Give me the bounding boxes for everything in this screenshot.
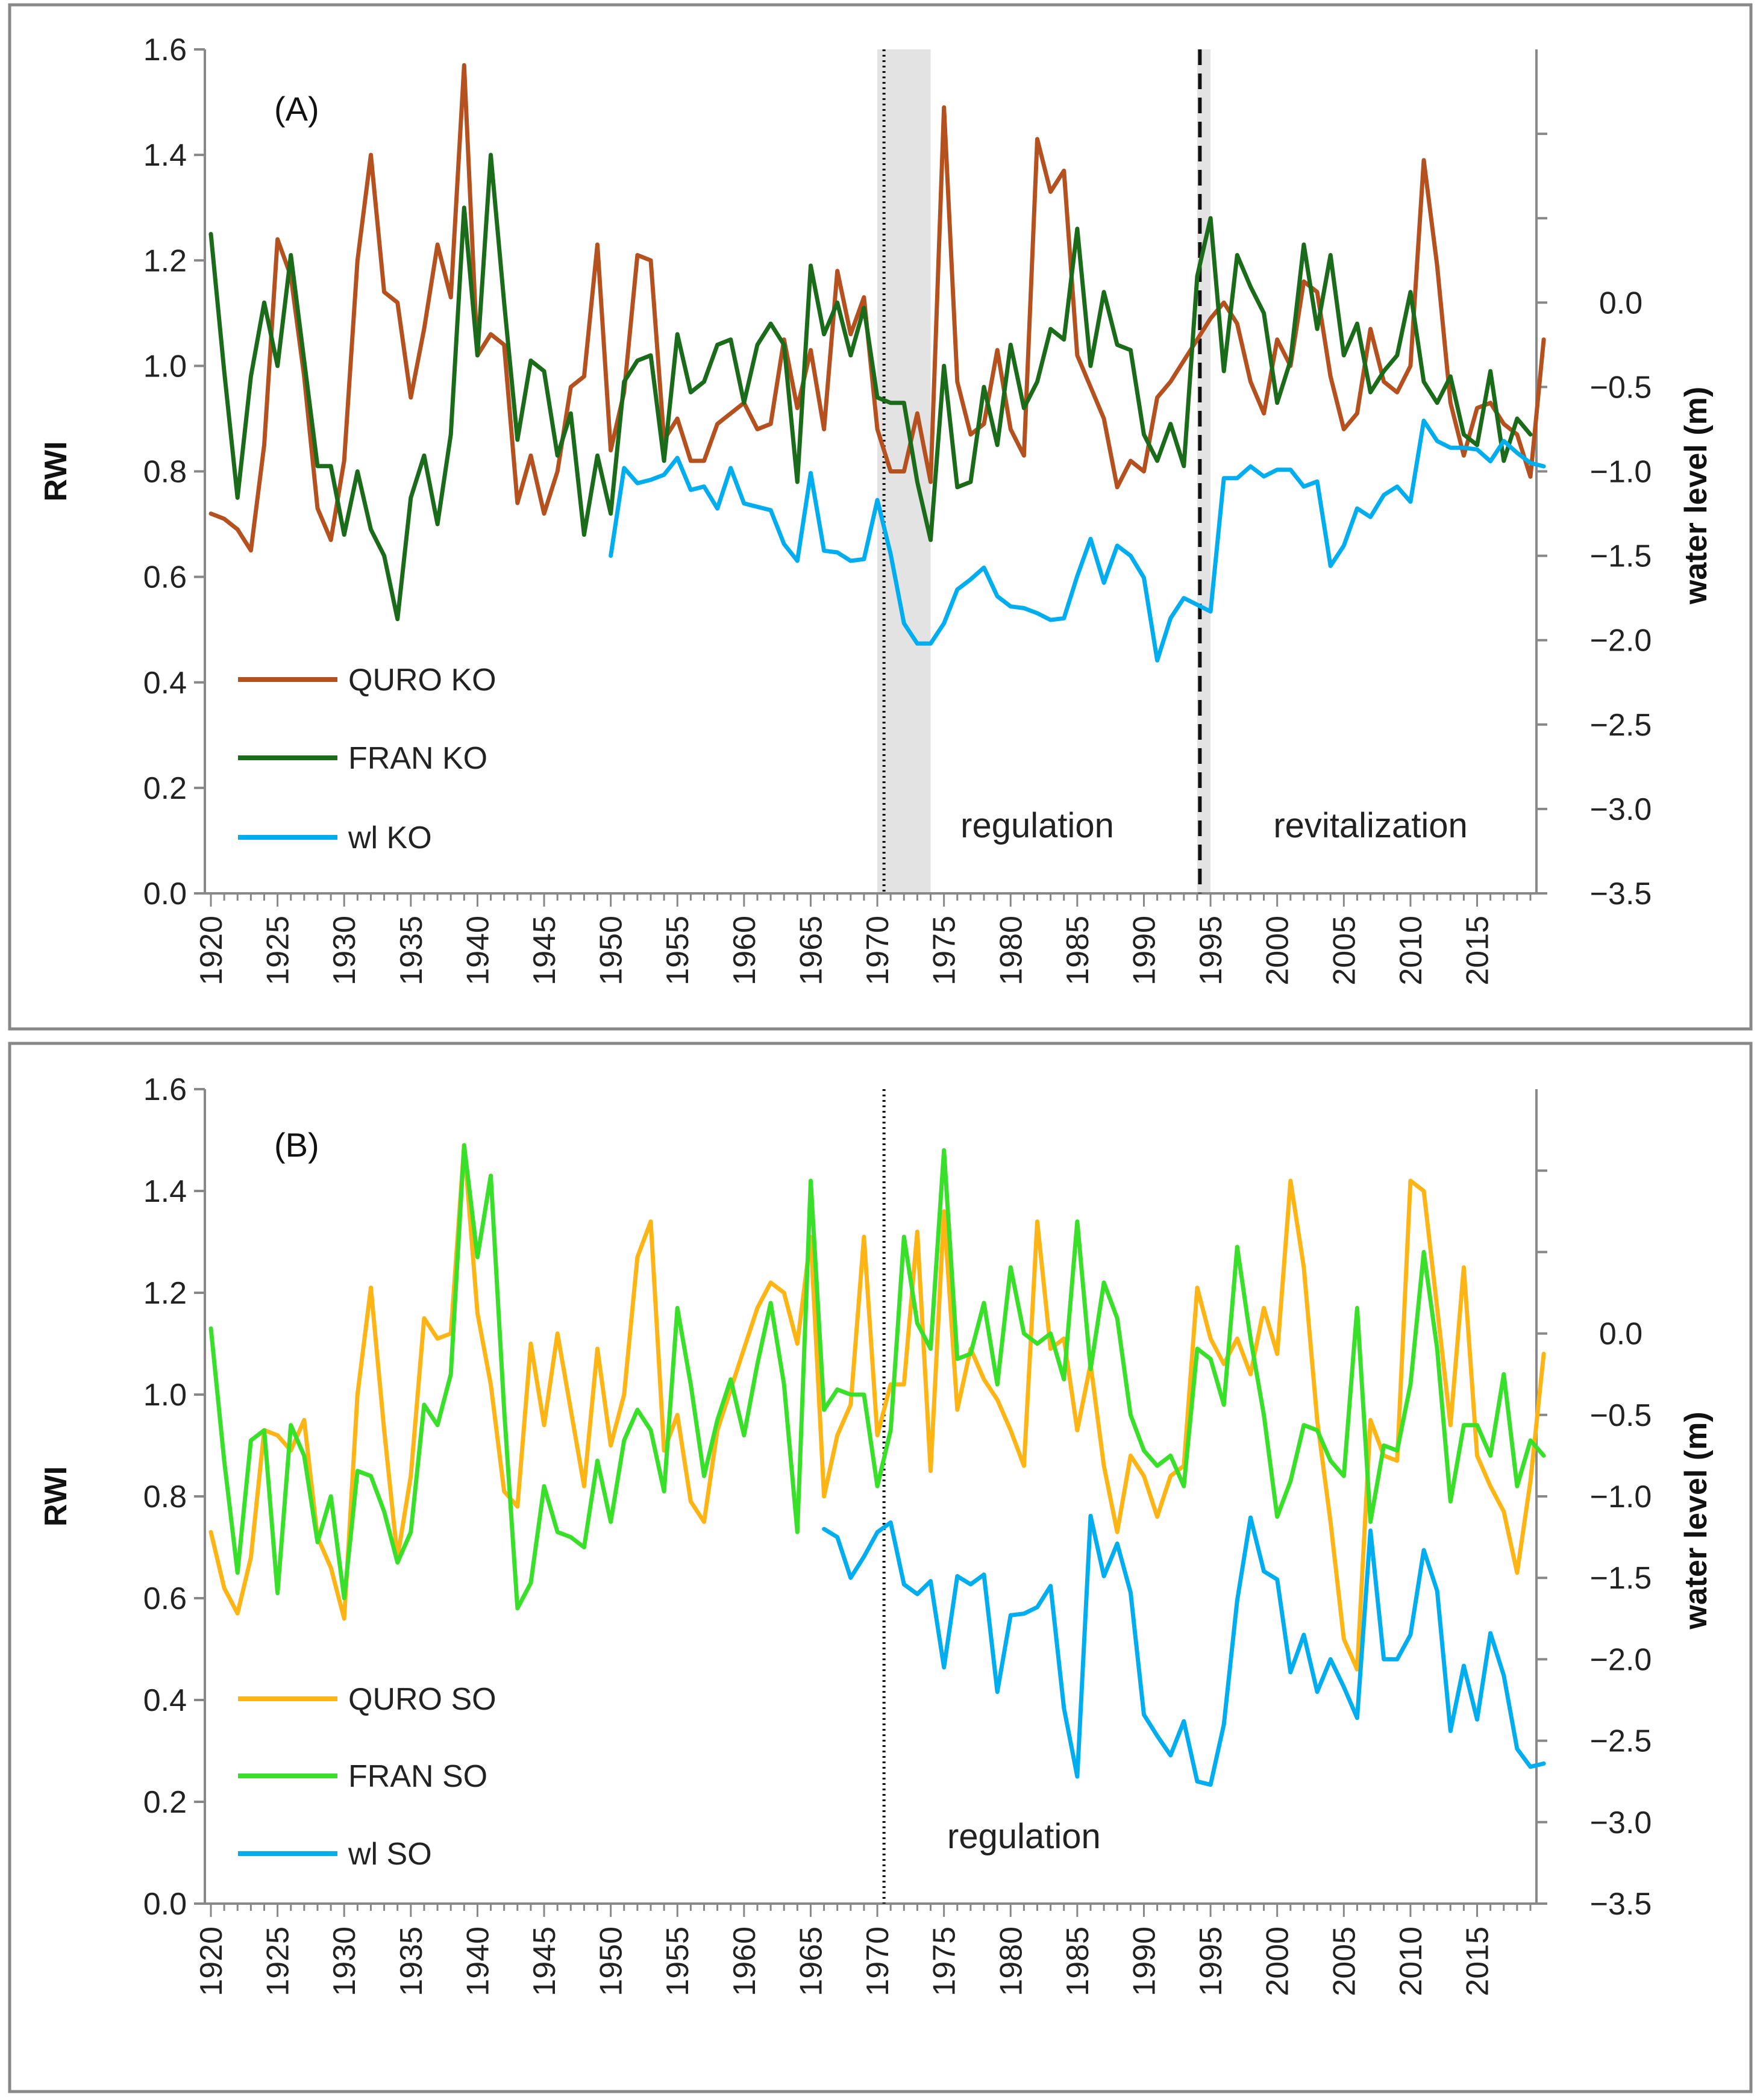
x-tick-label: 1920 xyxy=(194,916,229,986)
period-annotation: regulation xyxy=(960,806,1114,845)
y-left-axis-label: RWI xyxy=(39,1466,74,1527)
x-tick-label: 1955 xyxy=(660,916,695,986)
y-right-tick-label: 0.0 xyxy=(1599,286,1642,320)
panel-b: 0.0 0.2 0.4 0.6 0.8 1.0 1.2 1.4 1.6 −3.5 −3.0 −2.5 −… xyxy=(39,1072,1714,1996)
y-left-tick-label: 0.6 xyxy=(143,560,187,595)
y-left-tick-label: 0.2 xyxy=(143,1785,187,1820)
period-annotation: regulation xyxy=(947,1817,1101,1856)
x-tick-label: 2015 xyxy=(1461,1927,1495,1996)
x-tick-label: 1995 xyxy=(1194,1927,1229,1996)
y-right-tick-label: −3.0 xyxy=(1590,792,1652,827)
x-tick-label: 1925 xyxy=(261,916,296,986)
y-left-tick-label: 1.4 xyxy=(143,1174,187,1209)
x-tick-label: 1935 xyxy=(394,1927,429,1996)
legend-label: QURO KO xyxy=(348,663,496,698)
y-right-tick-label: −3.5 xyxy=(1590,877,1652,911)
x-tick-label: 1950 xyxy=(594,916,629,986)
y-right-tick-label: −3.5 xyxy=(1590,1887,1652,1922)
x-tick-label: 1920 xyxy=(194,1927,229,1996)
series-line-fran-ko xyxy=(208,152,1533,622)
y-right-tick-label: −1.5 xyxy=(1590,539,1652,574)
y-right-axis-label: water level (m) xyxy=(1679,387,1714,605)
y-right-tick-label: −1.0 xyxy=(1590,455,1652,490)
y-right-tick-label: −2.0 xyxy=(1590,623,1652,658)
y-left-tick-label: 0.8 xyxy=(143,455,187,490)
x-tick-label: 2005 xyxy=(1327,1927,1362,1996)
x-tick-label: 1955 xyxy=(660,1927,695,1996)
panel-label: (B) xyxy=(274,1126,319,1164)
y-right-tick-label: −3.0 xyxy=(1590,1805,1652,1840)
series-line-wl-ko xyxy=(609,418,1546,663)
y-left-tick-label: 0.4 xyxy=(143,666,187,701)
x-tick-label: 1925 xyxy=(261,1927,296,1996)
x-tick-label: 1930 xyxy=(327,1927,362,1996)
y-left-tick-label: 1.4 xyxy=(143,138,187,173)
x-tick-label: 1945 xyxy=(527,1927,562,1996)
y-left-tick-label: 1.2 xyxy=(143,243,187,278)
x-tick-label: 2015 xyxy=(1461,916,1495,986)
legend-label: wl KO xyxy=(348,820,432,855)
series-line-wl-so xyxy=(822,1513,1546,1787)
y-left-tick-label: 0.2 xyxy=(143,771,187,806)
x-tick-label: 1970 xyxy=(860,1927,895,1996)
x-tick-label: 2010 xyxy=(1394,1927,1429,1996)
series-line-quro-ko xyxy=(208,63,1546,553)
y-right-tick-label: −2.5 xyxy=(1590,708,1652,743)
x-tick-label: 1975 xyxy=(927,1927,962,1996)
x-tick-label: 1965 xyxy=(794,916,828,986)
x-tick-label: 2010 xyxy=(1394,916,1429,986)
y-left-tick-label: 0.0 xyxy=(143,1887,187,1922)
x-tick-label: 1930 xyxy=(327,916,362,986)
period-annotation: revitalization xyxy=(1273,806,1467,845)
series-line-fran-so xyxy=(208,1143,1546,1611)
y-right-tick-label: −1.0 xyxy=(1590,1480,1652,1514)
legend-label: wl SO xyxy=(348,1837,432,1872)
y-right-tick-label: −0.5 xyxy=(1590,1398,1652,1433)
y-right-tick-label: −0.5 xyxy=(1590,370,1652,405)
legend-label: QURO SO xyxy=(348,1682,496,1717)
legend-label: FRAN KO xyxy=(348,741,487,776)
y-right-tick-label: −1.5 xyxy=(1590,1561,1652,1596)
x-tick-label: 2000 xyxy=(1260,916,1295,986)
x-tick-label: 1960 xyxy=(727,1927,762,1996)
x-tick-label: 1985 xyxy=(1060,916,1095,986)
y-left-tick-label: 0.4 xyxy=(143,1683,187,1718)
y-left-tick-label: 1.0 xyxy=(143,1378,187,1413)
x-tick-label: 2005 xyxy=(1327,916,1362,986)
y-left-tick-label: 1.6 xyxy=(143,1072,187,1107)
y-left-axis-label: RWI xyxy=(39,441,74,501)
x-tick-label: 1940 xyxy=(460,916,495,986)
x-tick-label: 2000 xyxy=(1260,1927,1295,1996)
y-right-tick-label: −2.5 xyxy=(1590,1724,1652,1759)
y-right-tick-label: 0.0 xyxy=(1599,1317,1642,1352)
x-tick-label: 1980 xyxy=(994,916,1029,986)
x-tick-label: 1985 xyxy=(1060,1927,1095,1996)
x-tick-label: 1990 xyxy=(1127,1927,1162,1996)
y-right-tick-label: −2.0 xyxy=(1590,1642,1652,1677)
x-tick-label: 1975 xyxy=(927,916,962,986)
x-tick-label: 1980 xyxy=(994,1927,1029,1996)
panel-label: (A) xyxy=(274,90,319,128)
legend-label: FRAN SO xyxy=(348,1759,487,1794)
panel-b-frame xyxy=(8,1042,1753,2093)
x-tick-label: 1935 xyxy=(394,916,429,986)
y-left-tick-label: 1.0 xyxy=(143,349,187,384)
x-tick-label: 1995 xyxy=(1194,916,1229,986)
x-tick-label: 1945 xyxy=(527,916,562,986)
x-tick-label: 1970 xyxy=(860,916,895,986)
y-left-tick-label: 0.0 xyxy=(143,877,187,911)
series-line-quro-so xyxy=(208,1143,1546,1672)
y-left-tick-label: 1.2 xyxy=(143,1276,187,1311)
y-left-tick-label: 1.6 xyxy=(143,33,187,67)
y-right-axis-label: water level (m) xyxy=(1679,1411,1714,1630)
x-tick-label: 1940 xyxy=(460,1927,495,1996)
x-tick-label: 1950 xyxy=(594,1927,629,1996)
y-left-tick-label: 0.8 xyxy=(143,1480,187,1514)
x-tick-label: 1990 xyxy=(1127,916,1162,986)
x-tick-label: 1960 xyxy=(727,916,762,986)
panel-a: 0.0 0.2 0.4 0.6 0.8 1.0 1.2 1.4 1.6 −3.5 −3.0 −2.5 −… xyxy=(39,33,1714,986)
y-left-tick-label: 0.6 xyxy=(143,1581,187,1616)
x-tick-label: 1965 xyxy=(794,1927,828,1996)
